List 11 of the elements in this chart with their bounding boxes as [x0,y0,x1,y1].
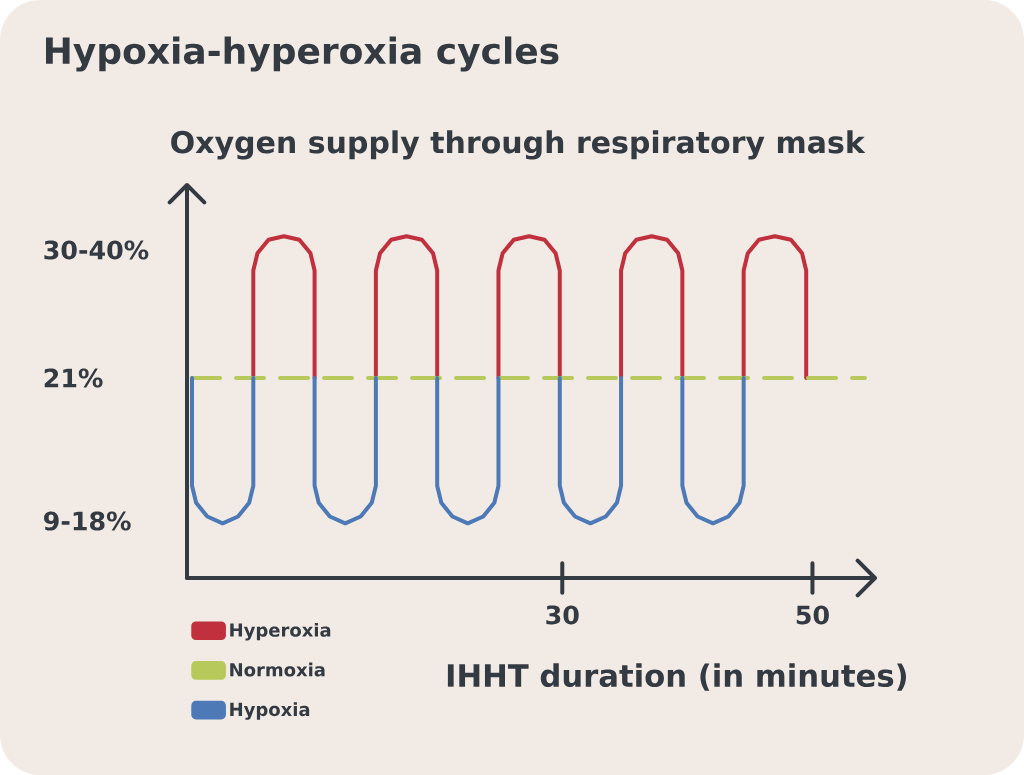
x-tick-label: 50 [796,605,829,625]
text: 9-18% [44,511,131,531]
text: 30-40% [44,240,149,260]
x-axis-title: IHHT duration (in minutes) [447,663,907,691]
legend-label: Normoxia [230,662,325,677]
legend-label: Hyperoxia [230,622,331,641]
chart-title: Hypoxia-hyperoxia cycles [46,36,559,72]
text: 21% [44,368,103,388]
y-axis-title: Oxygen supply through respiratory mask [171,130,866,160]
legend-label: Hypoxia [230,702,310,720]
x-tick-label: 30 [546,605,579,625]
